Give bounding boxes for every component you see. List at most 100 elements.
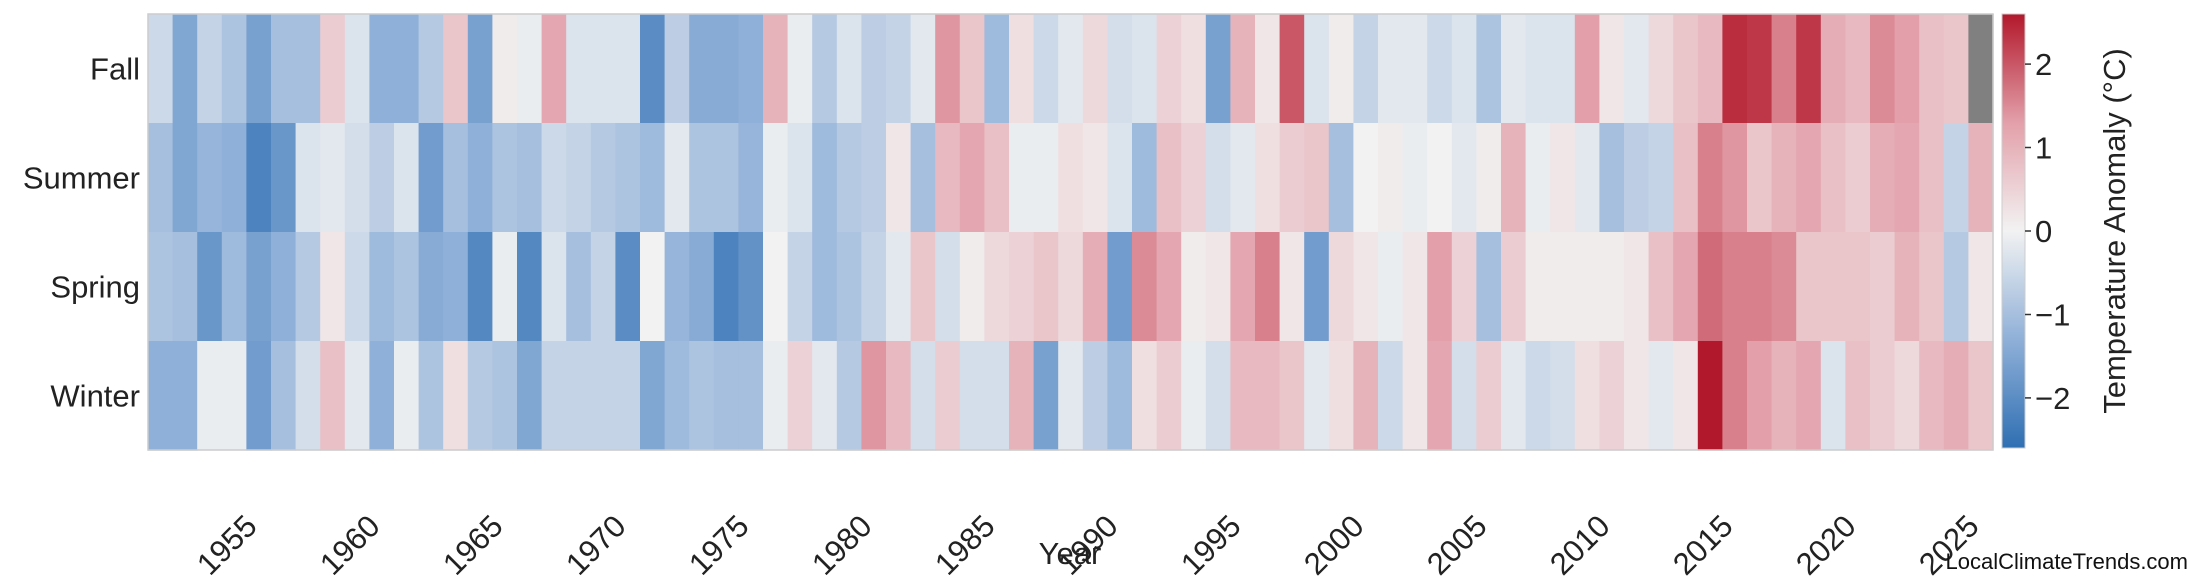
x-tick-label: 2010 [1543,508,1617,582]
heatmap-cell [1624,341,1650,451]
heatmap-cell [1943,232,1969,342]
heatmap-cell [221,341,247,451]
heatmap-cell [1476,123,1502,233]
heatmap-cell [787,341,813,451]
heatmap-cell [1476,232,1502,342]
heatmap-cell [984,123,1010,233]
heatmap-cell [1968,14,1994,124]
heatmap-cell [320,232,346,342]
heatmap-cell [713,232,739,342]
heatmap-cell [1820,14,1846,124]
heatmap-cell [1525,123,1551,233]
heatmap-cell [1304,341,1330,451]
heatmap-cell [172,14,198,124]
heatmap-cell [566,341,592,451]
heatmap-cell [221,123,247,233]
heatmap-cell [836,341,862,451]
heatmap-cell [1009,123,1035,233]
heatmap-cell [369,341,395,451]
heatmap-cell [640,123,666,233]
heatmap-cell [1747,123,1773,233]
heatmap-cell [394,341,420,451]
heatmap-cell [1058,341,1084,451]
heatmap-cell [1648,341,1674,451]
heatmap-cell [689,341,715,451]
heatmap-cell [1451,14,1477,124]
x-tick-label: 2005 [1420,508,1494,582]
heatmap-cell [1082,341,1108,451]
heatmap-cell [1599,232,1625,342]
heatmap-cell [1205,341,1231,451]
heatmap-cell [886,123,912,233]
heatmap-cell [344,341,370,451]
heatmap-cell [1402,341,1428,451]
heatmap-cell [935,232,961,342]
heatmap-cell [1501,341,1527,451]
heatmap-cell [1624,123,1650,233]
heatmap-cell [1919,341,1945,451]
heatmap-cell [1870,232,1896,342]
heatmap-cell [172,232,198,342]
heatmap-cell [271,123,297,233]
heatmap-cell [1894,341,1920,451]
heatmap-cell [1574,123,1600,233]
heatmap-cell [590,232,616,342]
heatmap-cell [1058,14,1084,124]
heatmap-cell [959,232,985,342]
x-tick-label: 2015 [1666,508,1740,582]
heatmap-cell [812,14,838,124]
x-tick-label: 1995 [1174,508,1248,582]
heatmap-cell [1501,14,1527,124]
heatmap-cell [221,232,247,342]
heatmap-cell [1870,14,1896,124]
heatmap-cell [172,123,198,233]
heatmap-cell [1353,14,1379,124]
heatmap-cell [1009,232,1035,342]
heatmap-cell [517,123,543,233]
heatmap-cell [541,123,567,233]
heatmap-cell [1033,14,1059,124]
heatmap-cell [910,232,936,342]
heatmap-cell [1697,232,1723,342]
heatmap-cell [1378,232,1404,342]
heatmap-cell [566,123,592,233]
heatmap-cell [443,341,469,451]
heatmap-cell [443,232,469,342]
heatmap-cell [418,123,444,233]
heatmap-cell [812,123,838,233]
heatmap-cell [1156,341,1182,451]
heatmap-cell [418,14,444,124]
heatmap-cell [861,232,887,342]
heatmap-cell [443,14,469,124]
heatmap-cell [467,123,493,233]
heatmap-cell [566,232,592,342]
heatmap-cell [1476,341,1502,451]
heatmap-cell [1230,341,1256,451]
heatmap-cell [615,14,641,124]
heatmap-cell [492,123,518,233]
colorbar-tick-label: 0 [2035,214,2052,249]
heatmap-cell [1648,14,1674,124]
heatmap-cell [1328,232,1354,342]
row-label: Winter [50,379,140,414]
heatmap-cell [689,123,715,233]
heatmap-cell [1722,341,1748,451]
row-label: Fall [90,52,140,87]
heatmap-cell [1796,123,1822,233]
heatmap-cell [1673,341,1699,451]
heatmap-cell [1353,232,1379,342]
heatmap-cell [1550,14,1576,124]
heatmap-cell [1870,341,1896,451]
heatmap-cell [566,14,592,124]
heatmap-cell [738,232,764,342]
x-tick-label: 1970 [559,508,633,582]
heatmap-cell [1255,232,1281,342]
heatmap-cell [935,14,961,124]
heatmap-cell [197,232,223,342]
heatmap-cell [467,232,493,342]
heatmap-cell [1820,123,1846,233]
heatmap-cell [689,14,715,124]
x-tick-label: 1960 [313,508,387,582]
heatmap-cell [787,123,813,233]
heatmap-cell [1033,123,1059,233]
